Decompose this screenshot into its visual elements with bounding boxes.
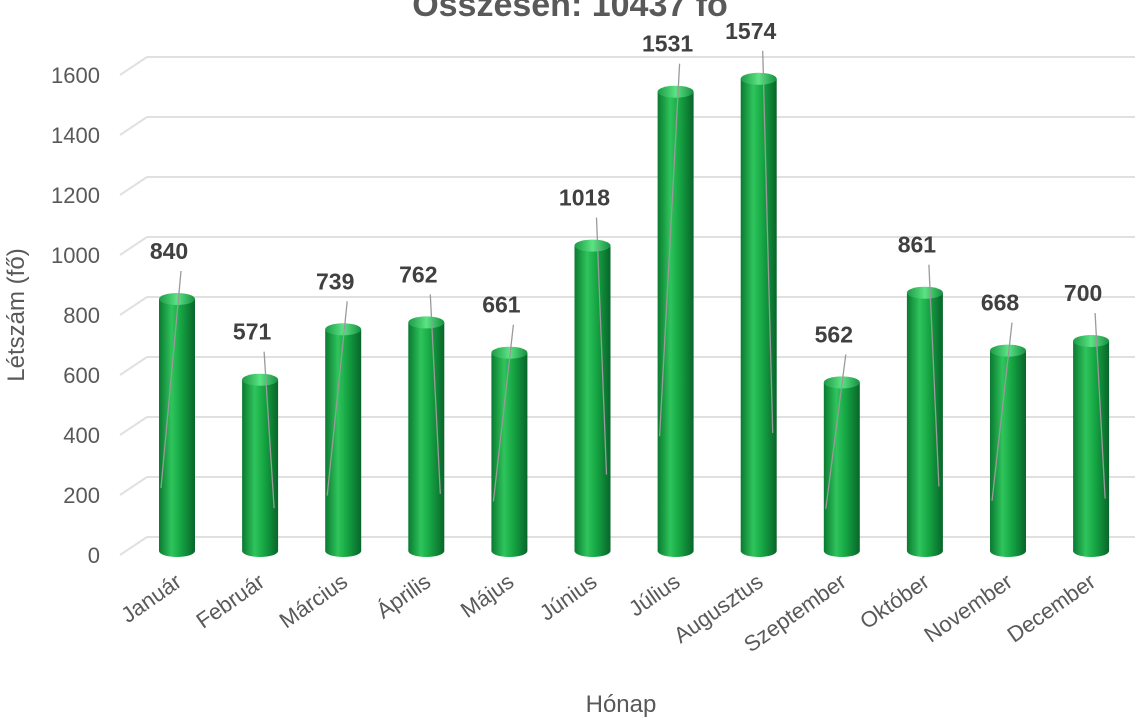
x-tick-label: Április <box>372 569 435 624</box>
x-axis-ticks: Január Február Március Április Május Június Jú… <box>116 569 1100 658</box>
y-tick-label: 1400 <box>51 123 100 148</box>
data-label: 739 <box>316 268 354 294</box>
bar-Január <box>159 293 195 557</box>
bar-cap <box>1073 335 1110 347</box>
leader-line <box>595 217 608 475</box>
bar-body <box>823 382 860 557</box>
data-labels: 840 571 739 762 661 1018 1531 1574 562 861 668 700 <box>150 18 1106 509</box>
bar-cap <box>657 85 694 98</box>
bar-body <box>574 245 611 557</box>
gridlines <box>119 56 1135 556</box>
bar-Február <box>242 373 279 557</box>
data-label: 762 <box>399 261 437 287</box>
bar-Szeptember <box>823 376 860 557</box>
bar-November <box>990 344 1026 557</box>
y-tick-label: 600 <box>63 363 100 388</box>
x-tick-label: Július <box>624 569 684 622</box>
bar-December <box>1073 335 1110 557</box>
bar-Május <box>491 346 528 557</box>
y-axis-title: Létszám (fő) <box>3 248 30 381</box>
data-label: 1574 <box>725 18 776 44</box>
data-label: 661 <box>482 292 521 318</box>
bar-body <box>491 352 528 557</box>
gridline-depth <box>119 356 148 376</box>
leader-line <box>991 322 1013 501</box>
bar-cap <box>491 346 528 359</box>
bars <box>159 72 1110 558</box>
leader-line <box>429 294 441 494</box>
x-tick-label: Március <box>275 569 352 634</box>
bar-body <box>242 379 279 557</box>
leader-line <box>658 63 681 437</box>
bar-Október <box>906 286 943 557</box>
data-label: 1531 <box>642 31 693 57</box>
gridline-depth <box>119 476 148 496</box>
data-label: 668 <box>981 290 1020 316</box>
bar-body <box>906 292 943 557</box>
bar-cap <box>159 293 195 305</box>
data-label: 840 <box>150 238 188 264</box>
y-tick-label: 1600 <box>51 63 100 88</box>
bar-Július <box>657 85 694 557</box>
y-tick-label: 1200 <box>51 183 100 208</box>
bar-body <box>740 78 777 558</box>
bar-cap <box>990 344 1026 357</box>
bar-body <box>159 299 195 557</box>
bar-body <box>990 350 1026 557</box>
y-tick-label: 1000 <box>51 243 100 268</box>
leader-line <box>263 351 275 509</box>
leader-line <box>326 301 348 496</box>
bar-body <box>1073 341 1110 557</box>
chart-title: Összesen: 10437 fő <box>412 0 728 24</box>
x-tick-label: Június <box>535 569 601 626</box>
bar-cap <box>325 323 362 336</box>
data-label: 700 <box>1064 280 1102 306</box>
gridline-depth <box>119 56 148 76</box>
bar-body <box>408 322 445 557</box>
data-label: 562 <box>815 321 853 347</box>
bar-cap <box>740 72 777 85</box>
leader-line <box>928 264 940 487</box>
bar-cap <box>242 373 279 386</box>
x-tick-label: December <box>1002 569 1099 648</box>
gridline-depth <box>119 536 148 556</box>
x-tick-label: Február <box>192 569 269 634</box>
x-tick-label: Május <box>456 569 518 623</box>
x-axis-title: Hónap <box>586 691 657 718</box>
data-label: 861 <box>898 232 937 258</box>
gridline-depth <box>119 236 148 256</box>
gridline-depth <box>119 296 148 316</box>
leader-line <box>160 270 182 489</box>
gridline-depth <box>119 116 148 136</box>
gridline-depth <box>119 416 148 436</box>
y-tick-label: 200 <box>63 483 100 508</box>
bar-body <box>325 329 362 557</box>
bar-body <box>657 91 694 557</box>
y-axis-ticks: 0 200 400 600 800 1000 1200 1400 1600 <box>51 63 100 568</box>
x-tick-label: Január <box>116 569 185 628</box>
gridline-depth <box>119 176 148 196</box>
data-label: 1018 <box>559 185 610 211</box>
bar-cap <box>906 286 943 299</box>
bar-cap <box>408 316 445 329</box>
x-tick-label: November <box>919 569 1016 648</box>
y-tick-label: 400 <box>63 423 100 448</box>
bar-Június <box>574 239 611 557</box>
leader-line <box>825 354 847 509</box>
leader-line <box>492 324 515 502</box>
data-label: 571 <box>233 319 272 345</box>
bar-Március <box>325 323 362 557</box>
leader-line <box>1094 312 1106 499</box>
bar-cap <box>574 239 611 252</box>
leader-line <box>762 50 774 433</box>
bar-Április <box>408 316 445 557</box>
y-tick-label: 800 <box>63 303 100 328</box>
y-tick-label: 0 <box>88 543 100 568</box>
bar-Augusztus <box>740 72 777 558</box>
